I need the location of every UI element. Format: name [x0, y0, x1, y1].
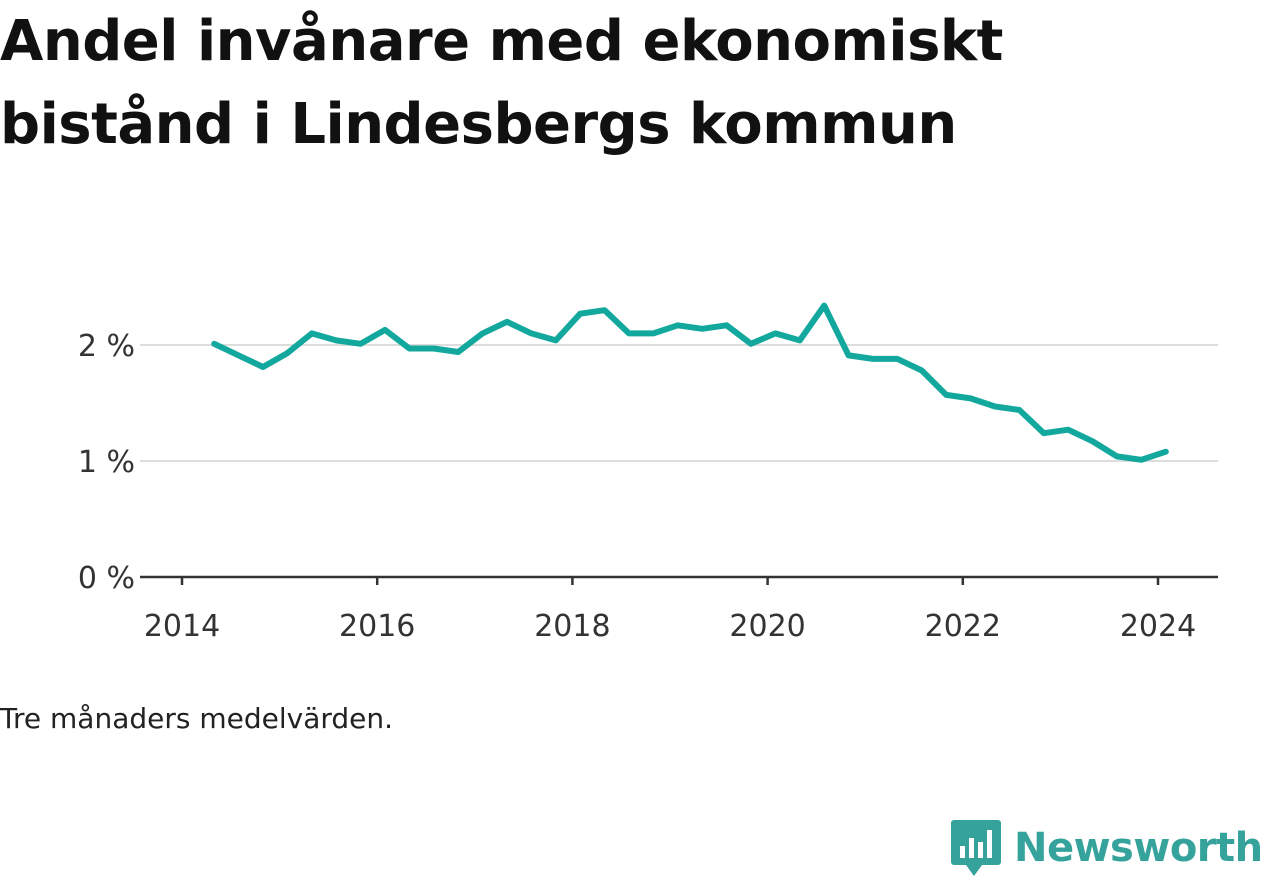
- x-tick-label: 2014: [144, 609, 220, 644]
- gridlines: [140, 344, 1218, 462]
- x-tick-label: 2024: [1120, 609, 1196, 644]
- y-tick-label: 1 %: [78, 445, 135, 480]
- series-group: [211, 302, 1169, 463]
- x-tick-label: 2016: [339, 609, 415, 644]
- y-tick-label: 2 %: [78, 329, 135, 364]
- brand-name: Newsworthy: [1014, 825, 1262, 871]
- newsworthy-chart-logo-icon: [951, 820, 1001, 876]
- brand-logo: Newsworthy: [950, 818, 1262, 878]
- x-tick-label: 2018: [534, 609, 610, 644]
- chart-title: Andel invånare med ekonomiskt bistånd i …: [0, 9, 1003, 157]
- axes: 0 % 1 % 2 % 2014 2016 2018 2020 2022 2024: [78, 329, 1218, 644]
- y-tick-label: 0 %: [78, 561, 135, 596]
- chart-note: Tre månaders medelvärden.: [0, 702, 394, 735]
- x-tick-label: 2020: [729, 609, 805, 644]
- series-line-0: [211, 302, 1169, 463]
- x-tick-label: 2022: [925, 609, 1001, 644]
